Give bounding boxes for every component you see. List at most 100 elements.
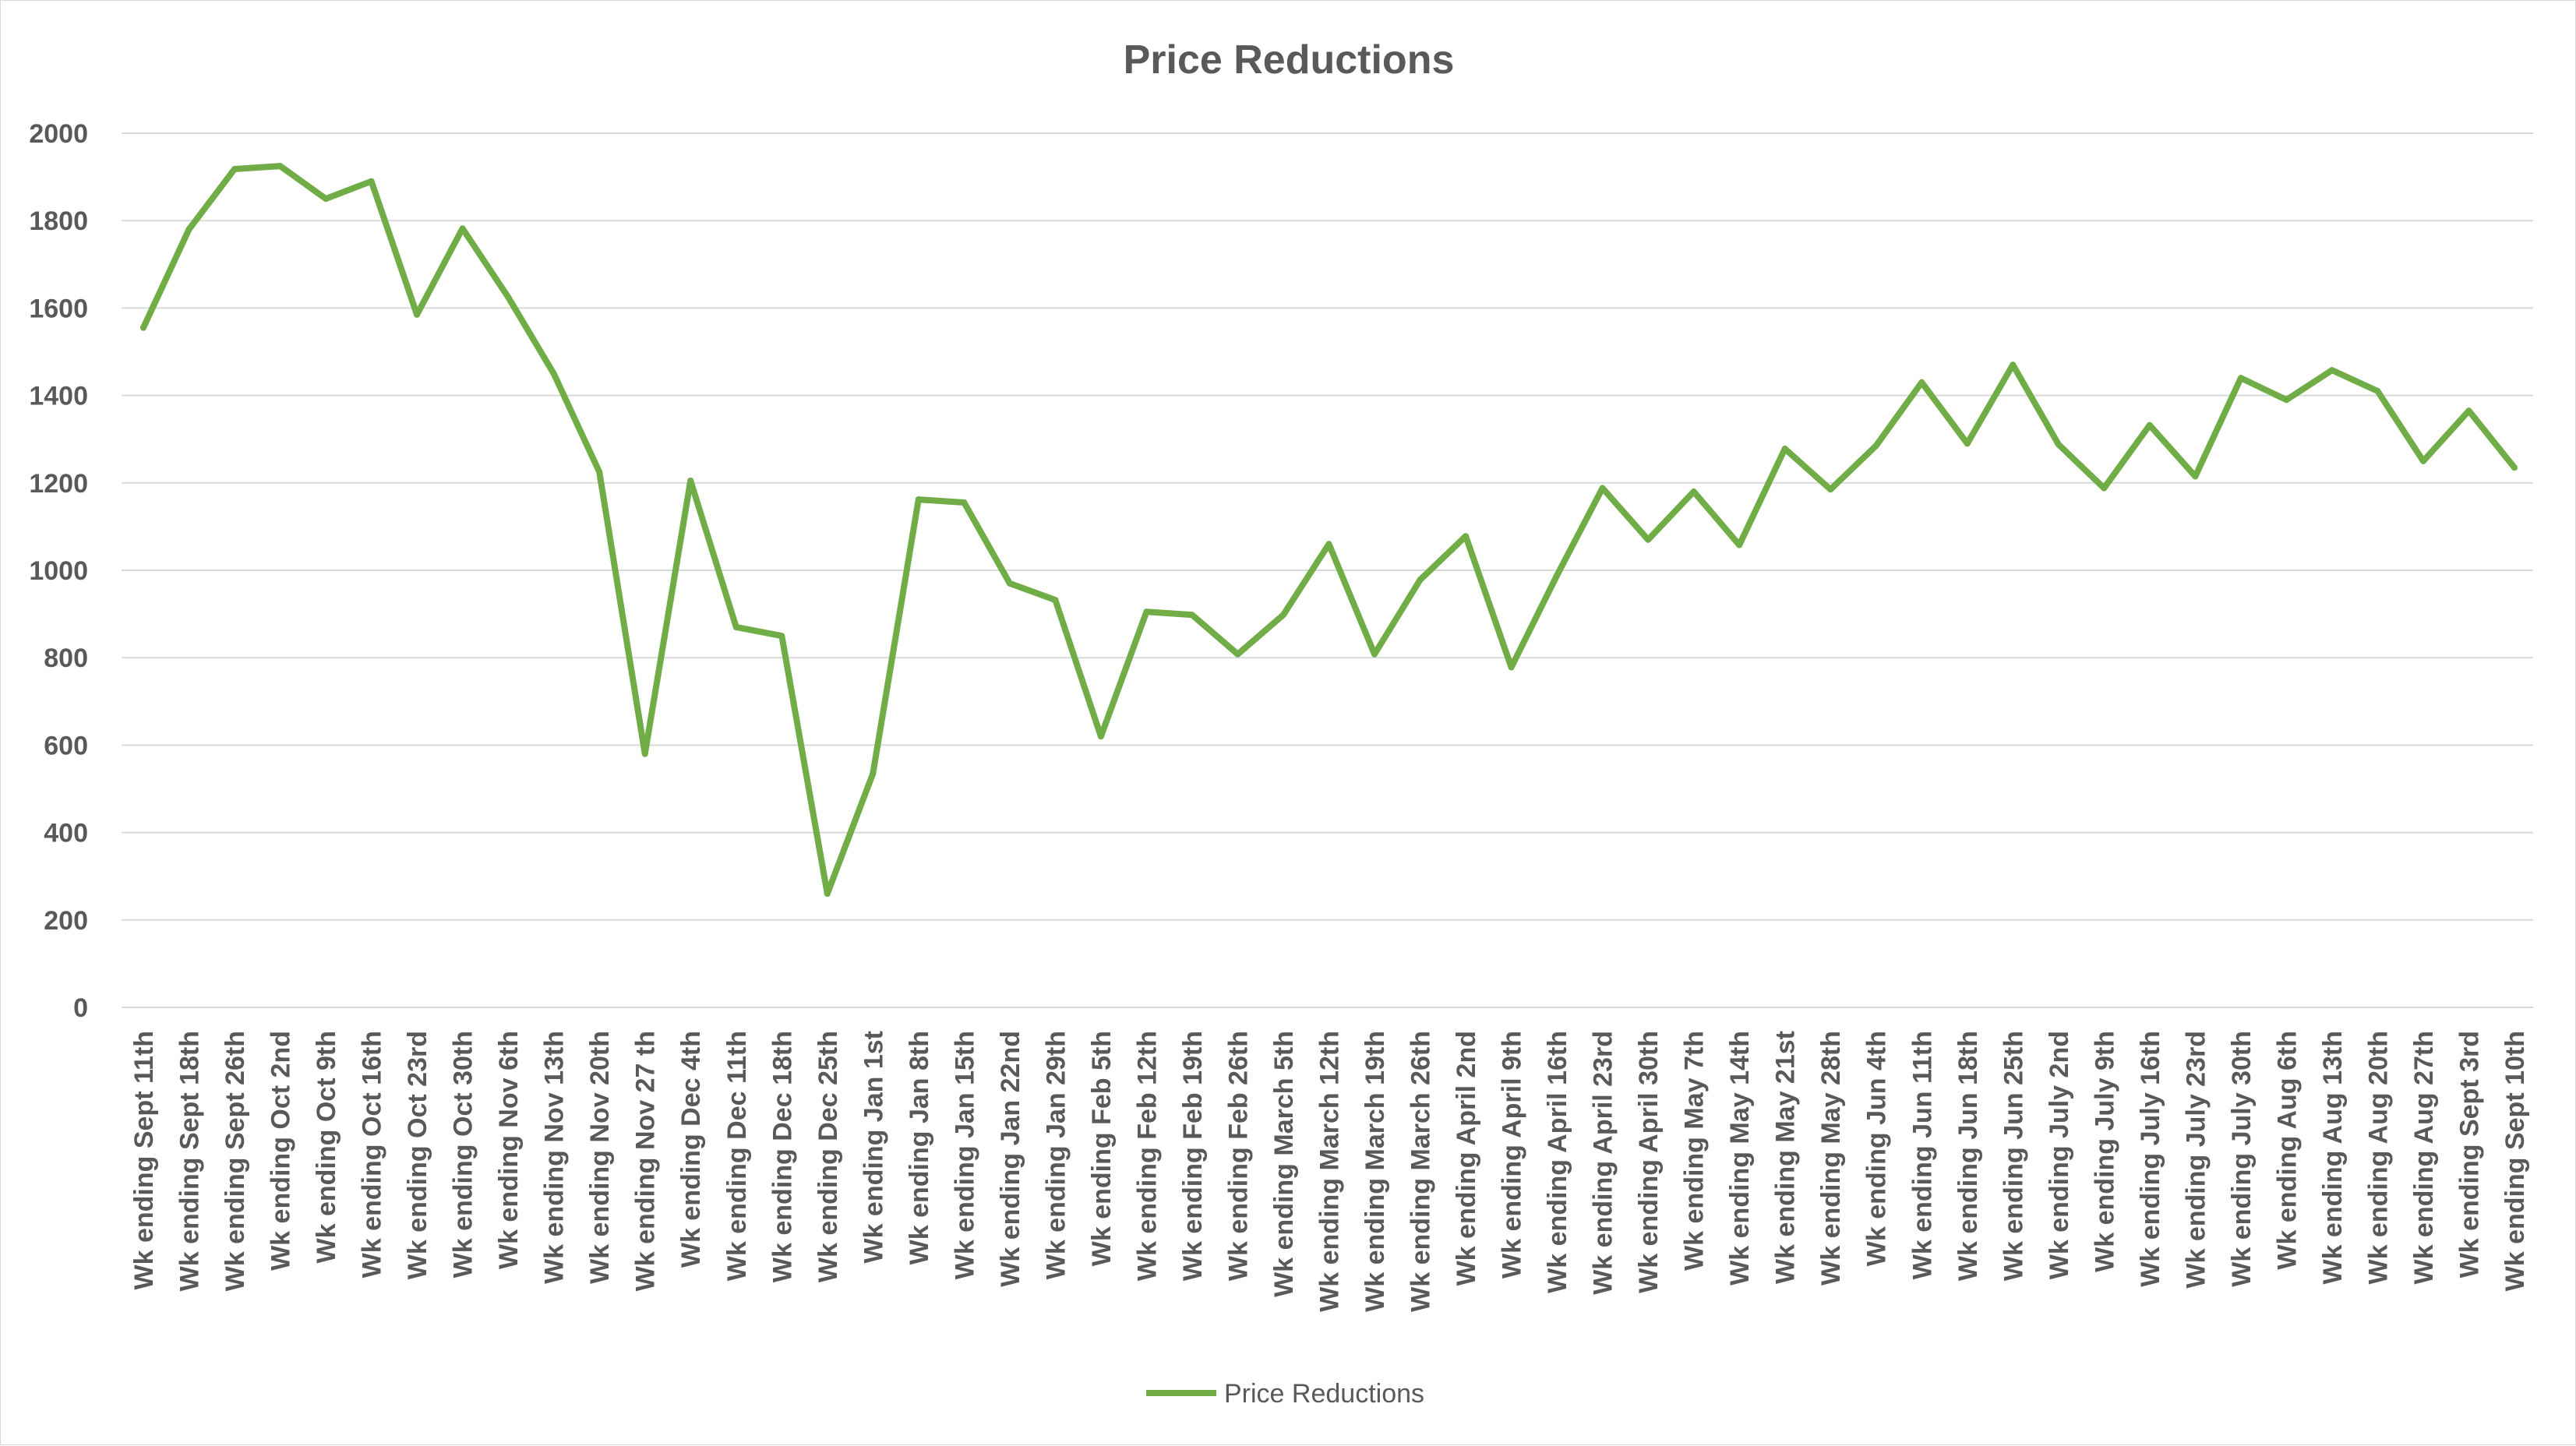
data-point (368, 178, 375, 185)
data-point (1143, 608, 1150, 615)
data-point (2465, 407, 2472, 414)
data-point (1872, 443, 1879, 450)
data-point (1006, 580, 1013, 587)
data-point (2328, 367, 2335, 374)
x-tick-label: Wk ending Jun 4th (1862, 1031, 1892, 1266)
data-point (1052, 597, 1059, 604)
x-tick-label: Wk ending Dec 25th (813, 1031, 843, 1282)
x-tick-label: Wk ending July 2nd (2045, 1031, 2074, 1279)
legend: Price Reductions (1146, 1379, 1424, 1409)
data-point (323, 196, 330, 203)
x-tick-label: Wk ending Jan 15th (950, 1031, 979, 1279)
x-tick-label: Wk ending Oct 9th (312, 1031, 341, 1263)
x-tick-label: Wk ending Jan 1st (859, 1031, 888, 1264)
gridlines (122, 132, 2533, 1008)
x-tick-label: Wk ending Aug 6th (2272, 1031, 2302, 1270)
y-tick-label: 1800 (29, 206, 88, 236)
x-tick-label: Wk ending March 5th (1269, 1031, 1299, 1297)
series-line-price-reductions (140, 163, 2518, 898)
data-point (2511, 464, 2518, 471)
x-tick-label: Wk ending Jun 18th (1953, 1031, 1983, 1281)
x-tick-label: Wk ending July 16th (2136, 1031, 2165, 1287)
data-point (1463, 533, 1470, 540)
data-point (185, 226, 192, 233)
x-axis-tick-labels: Wk ending Sept 11th Wk ending Sept 18th Wk… (129, 1031, 2530, 1312)
x-tick-label: Wk ending May 28th (1816, 1031, 1846, 1286)
data-point (687, 478, 694, 484)
data-point (2101, 485, 2108, 492)
x-tick-label: Wk ending March 26th (1406, 1031, 1436, 1312)
data-point (2055, 441, 2062, 448)
x-tick-label: Wk ending Jan 22nd (996, 1031, 1025, 1287)
y-tick-label: 1600 (29, 294, 88, 323)
x-tick-label: Wk ending Sept 11th (129, 1031, 159, 1289)
data-point (1827, 486, 1834, 493)
data-point (2237, 375, 2244, 382)
chart-title: Price Reductions (1124, 37, 1455, 83)
x-tick-label: Wk ending Feb 5th (1087, 1031, 1117, 1266)
data-point (414, 311, 421, 318)
x-tick-label: Wk ending Oct 30th (449, 1031, 478, 1278)
x-tick-label: Wk ending May 14th (1725, 1031, 1755, 1286)
data-point (2146, 421, 2153, 429)
data-point (870, 770, 877, 777)
data-point (1188, 612, 1195, 619)
legend-label: Price Reductions (1224, 1379, 1424, 1409)
x-tick-label: Wk ending May 21st (1771, 1031, 1801, 1284)
y-tick-label: 0 (73, 993, 88, 1023)
x-tick-label: Wk ending Oct 2nd (266, 1031, 296, 1271)
y-axis-tick-labels: 0 200 400 600 800 1000 1200 1400 1600 1800 2000 (29, 119, 88, 1023)
x-tick-label: Wk ending Aug 20th (2363, 1031, 2393, 1285)
data-point (961, 499, 968, 506)
y-tick-label: 400 (44, 819, 88, 848)
data-point (1781, 446, 1788, 452)
x-tick-label: Wk ending Dec 11th (722, 1031, 752, 1281)
x-tick-label: Wk ending April 30th (1634, 1031, 1664, 1293)
data-point (915, 496, 922, 503)
x-tick-label: Wk ending July 23rd (2181, 1031, 2211, 1289)
data-point (824, 891, 831, 898)
x-tick-label: Wk ending March 19th (1360, 1031, 1390, 1312)
x-tick-label: Wk ending Aug 27th (2409, 1031, 2439, 1285)
series-layer (140, 163, 2518, 898)
x-tick-label: Wk ending Dec 4th (676, 1031, 706, 1268)
data-point (1554, 572, 1561, 579)
data-point (1736, 541, 1743, 548)
x-tick-label: Wk ending April 2nd (1452, 1031, 1481, 1286)
x-tick-label: Wk ending Jun 11th (1907, 1031, 1937, 1279)
x-tick-label: Wk ending Aug 13th (2318, 1031, 2348, 1285)
data-point (1371, 651, 1378, 658)
x-tick-label: Wk ending May 7th (1680, 1031, 1710, 1271)
data-point (459, 225, 466, 232)
data-point (231, 166, 238, 172)
x-tick-label: Wk ending July 9th (2090, 1031, 2119, 1272)
x-tick-label: Wk ending Nov 27 th (631, 1031, 661, 1291)
y-tick-label: 600 (44, 731, 88, 760)
data-point (1964, 440, 1971, 447)
x-tick-label: Wk ending Sept 26th (221, 1031, 250, 1291)
x-tick-label: Wk ending Nov 13th (540, 1031, 570, 1284)
x-tick-label: Wk ending Dec 18th (768, 1031, 797, 1282)
y-tick-label: 200 (44, 906, 88, 936)
data-point (778, 633, 785, 640)
data-point (1417, 577, 1424, 584)
x-tick-label: Wk ending March 12th (1315, 1031, 1345, 1312)
data-point (1325, 541, 1332, 548)
y-tick-label: 1000 (29, 556, 88, 586)
data-point (1918, 379, 1925, 386)
y-tick-label: 1200 (29, 469, 88, 499)
data-point (596, 468, 603, 475)
data-point (2420, 457, 2426, 464)
x-tick-label: Wk ending Nov 20th (585, 1031, 615, 1284)
data-point (140, 324, 146, 331)
y-tick-label: 800 (44, 644, 88, 673)
data-point (2374, 388, 2381, 394)
data-point (2283, 397, 2290, 404)
y-tick-label: 2000 (29, 119, 88, 149)
data-point (1234, 651, 1241, 658)
data-point (2010, 362, 2017, 369)
x-tick-label: Wk ending Jun 25th (1999, 1031, 2028, 1281)
data-point (1097, 733, 1104, 740)
